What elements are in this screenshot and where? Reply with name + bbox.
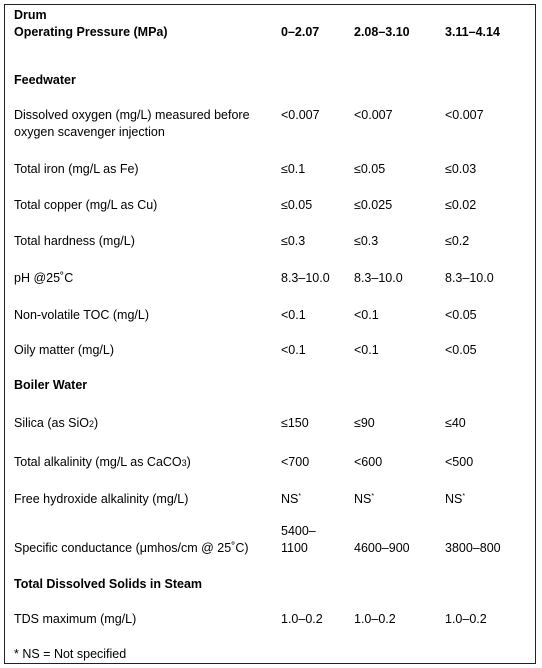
row-label-total-hardness: Total hardness (mg/L) [14, 234, 135, 248]
cell: ≤0.05 [281, 198, 313, 212]
row-label-free-hydroxide: Free hydroxide alkalinity (mg/L) [14, 492, 189, 506]
cell: ≤0.05 [354, 162, 386, 176]
row-label-dissolved-oxygen: Dissolved oxygen (mg/L) measured before … [14, 108, 250, 139]
cell: <0.1 [281, 343, 306, 357]
row-label-total-iron: Total iron (mg/L as Fe) [14, 162, 139, 176]
cell: 1.0–0.2 [445, 612, 487, 626]
cell: 1.0–0.2 [281, 612, 323, 626]
cell: <0.007 [445, 108, 484, 122]
cell: <0.007 [281, 108, 320, 122]
table-frame [4, 4, 536, 664]
cell: ≤0.025 [354, 198, 393, 212]
header-col-2: 2.08–3.10 [354, 25, 410, 39]
cell: <0.1 [354, 308, 379, 322]
cell: <600 [354, 455, 383, 469]
section-boiler-water: Boiler Water [14, 378, 88, 392]
header-col-1: 0–2.07 [281, 25, 320, 39]
row-label-tds-maximum: TDS maximum (mg/L) [14, 612, 137, 626]
cell: <0.007 [354, 108, 393, 122]
row-label-ph: pH @25˚C [14, 271, 74, 285]
cell: <0.1 [354, 343, 379, 357]
row-label-total-copper: Total copper (mg/L as Cu) [14, 198, 158, 212]
cell: 1.0–0.2 [354, 612, 396, 626]
cell: NS* [281, 492, 302, 506]
section-feedwater: Feedwater [14, 73, 76, 87]
row-label-toc: Non-volatile TOC (mg/L) [14, 308, 149, 322]
cell: 8.3–10.0 [445, 271, 494, 285]
row-label-total-alkalinity: Total alkalinity (mg/L as CaCO3) [14, 455, 191, 469]
cell: 5400–1100 [281, 524, 316, 555]
row-label-silica: Silica (as SiO2) [14, 416, 99, 430]
footnote: * NS = Not specified [14, 647, 127, 661]
cell: ≤0.2 [445, 234, 470, 248]
cell: <0.1 [281, 308, 306, 322]
cell: ≤0.03 [445, 162, 477, 176]
cell: ≤0.3 [281, 234, 306, 248]
cell: NS* [445, 492, 466, 506]
header-col-3: 3.11–4.14 [445, 25, 500, 39]
cell: ≤90 [354, 416, 375, 430]
cell: ≤0.3 [354, 234, 379, 248]
header-drum: Drum [14, 8, 47, 22]
cell: 4600–900 [354, 541, 410, 555]
cell: <500 [445, 455, 474, 469]
cell: ≤0.1 [281, 162, 306, 176]
header-pressure: Operating Pressure (MPa) [14, 25, 168, 39]
section-tds-steam: Total Dissolved Solids in Steam [14, 577, 203, 591]
cell: ≤150 [281, 416, 309, 430]
cell: ≤40 [445, 416, 466, 430]
row-label-oily-matter: Oily matter (mg/L) [14, 343, 115, 357]
cell: <0.05 [445, 343, 477, 357]
cell: NS* [354, 492, 375, 506]
cell: 3800–800 [445, 541, 501, 555]
cell: 8.3–10.0 [354, 271, 403, 285]
cell: <700 [281, 455, 310, 469]
cell: <0.05 [445, 308, 477, 322]
cell: 8.3–10.0 [281, 271, 330, 285]
row-label-specific-conductance: Specific conductance (μmhos/cm @ 25˚C) [14, 541, 249, 555]
cell: ≤0.02 [445, 198, 477, 212]
